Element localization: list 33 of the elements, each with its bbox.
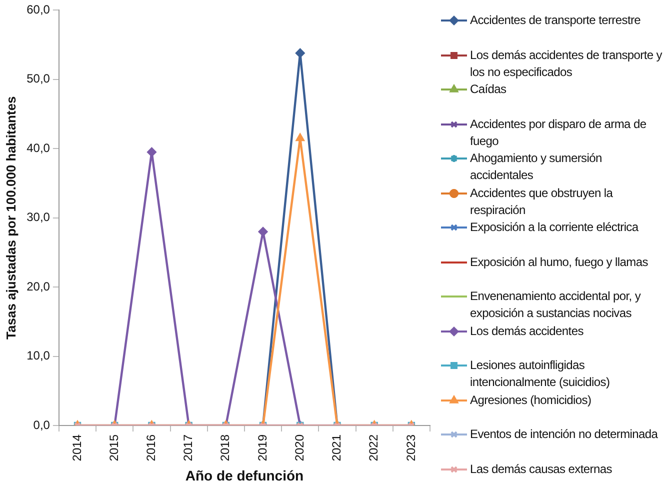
x-tick-label: 2015 — [106, 434, 121, 462]
x-tick-label: 2019 — [255, 434, 270, 462]
x-tick-label: 2014 — [70, 434, 84, 462]
legend-label: Exposición al humo, fuego y llamas — [470, 254, 648, 270]
legend-label: Envenenamiento accidental por, y exposición a sustancias nocivas — [470, 288, 642, 322]
x-tick-label: 2020 — [292, 434, 306, 462]
y-tick-label: 30,0 — [26, 210, 50, 224]
x-tick-label: 2022 — [366, 434, 381, 462]
x-tick-label: 2021 — [330, 434, 344, 462]
x-tick-label: 2018 — [218, 434, 232, 462]
y-tick-label: 40,0 — [26, 140, 50, 155]
y-tick-label: 60,0 — [26, 2, 50, 17]
legend-label: Eventos de intención no determinada — [470, 426, 658, 443]
legend-label: Las demás causas externas — [470, 460, 612, 478]
y-tick-label: 20,0 — [26, 279, 50, 294]
legend-label: Los demás accidentes — [470, 322, 584, 340]
x-tick-label: 2016 — [144, 434, 158, 462]
y-tick-label: 50,0 — [26, 72, 50, 86]
legend-label: Agresiones (homicidios) — [470, 392, 592, 408]
y-tick-label: 0,0 — [33, 418, 50, 432]
legend-label: Accidentes que obstruyen la respiración — [470, 184, 614, 218]
x-tick-label: 2023 — [404, 434, 418, 462]
y-axis-title: Tasas ajustadas por 100.000 habitantes — [3, 96, 18, 340]
legend-label: Accidentes de transporte terrestre — [470, 12, 641, 29]
x-axis-title: Año de defunción — [185, 467, 304, 484]
legend-label: Accidentes por disparo de arma de fuego — [470, 116, 648, 150]
x-tick-label: 2017 — [181, 434, 196, 462]
legend-label: Exposición a la corriente eléctrica — [470, 219, 638, 236]
legend-label: Ahogamiento y sumersión accidentales — [470, 150, 603, 184]
legend-label: Caídas — [470, 81, 506, 98]
legend-label: Los demás accidentes de transporte y los no especificados — [470, 46, 664, 80]
legend-label: Lesiones autoinfligidas intencionalmente (suicidios) — [470, 357, 611, 391]
y-tick-label: 10,0 — [26, 348, 50, 363]
